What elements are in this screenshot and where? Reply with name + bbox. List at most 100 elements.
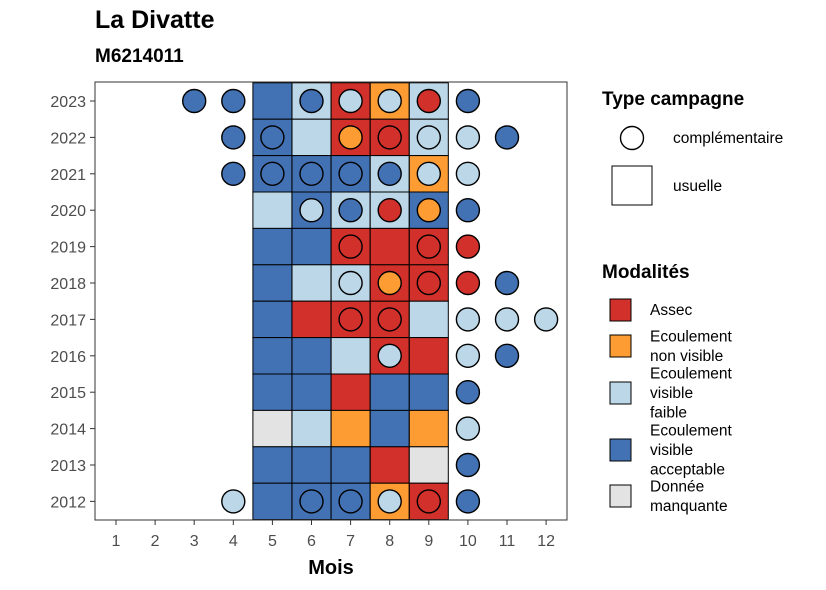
x-tick-label-10: 10 bbox=[459, 533, 477, 550]
tile-2013-9 bbox=[408, 446, 449, 484]
x-tick-label-2: 2 bbox=[151, 533, 160, 550]
legend-label-3-0: Ecoulement bbox=[650, 423, 733, 440]
point-2022-8 bbox=[377, 125, 402, 150]
axes: 1 2 3 4 5 6 7 8 9 10 11 122012201320142015201620172… bbox=[50, 94, 555, 550]
tile-2014-5 bbox=[252, 409, 293, 448]
tile-2014-9 bbox=[408, 409, 449, 448]
point-2021-4 bbox=[221, 161, 246, 187]
legend-label-3-2: acceptable bbox=[650, 462, 725, 479]
point-2020-7 bbox=[338, 197, 363, 223]
point-2020-9 bbox=[416, 197, 441, 223]
point-2023-4 bbox=[221, 88, 246, 114]
x-tick-label-3: 3 bbox=[190, 533, 199, 550]
point-2019-7 bbox=[338, 234, 363, 259]
tile-2014-7 bbox=[330, 409, 371, 448]
point-2018-9 bbox=[416, 270, 441, 296]
legend-label-complementaire: complémentaire bbox=[673, 130, 783, 147]
legend-label-1-1: non visible bbox=[650, 348, 723, 365]
legend-campagne-title: Type campagne bbox=[602, 89, 744, 110]
point-2020-6 bbox=[299, 197, 324, 223]
y-tick-label-2020: 2020 bbox=[50, 203, 86, 220]
x-tick-label-9: 9 bbox=[424, 533, 433, 550]
y-tick-label-2012: 2012 bbox=[50, 494, 86, 511]
point-2021-8 bbox=[377, 161, 402, 187]
y-tick-label-2021: 2021 bbox=[50, 167, 86, 184]
tile-2015-8 bbox=[369, 373, 410, 411]
point-2023-7 bbox=[338, 88, 363, 114]
tile-2018-5 bbox=[252, 264, 293, 302]
x-axis-label: Mois bbox=[308, 557, 354, 579]
point-2018-11 bbox=[494, 270, 520, 296]
y-tick-label-2015: 2015 bbox=[50, 385, 86, 402]
tile-2023-5 bbox=[252, 82, 293, 120]
tile-2012-5 bbox=[252, 482, 293, 521]
point-2022-7 bbox=[338, 125, 363, 150]
tile-2020-5 bbox=[252, 191, 293, 229]
point-2021-5 bbox=[260, 161, 285, 187]
legend-circle-key bbox=[619, 125, 645, 151]
point-2017-7 bbox=[338, 307, 363, 332]
point-2012-9 bbox=[416, 489, 441, 514]
point-2020-8 bbox=[377, 197, 402, 223]
point-2017-12 bbox=[533, 307, 559, 332]
point-2021-6 bbox=[299, 161, 324, 187]
point-2015-10 bbox=[455, 380, 481, 405]
y-tick-label-2018: 2018 bbox=[50, 276, 86, 293]
legend-modalites-title: Modalités bbox=[602, 262, 690, 283]
tile-2022-6 bbox=[291, 118, 332, 157]
legend-label-0-0: Assec bbox=[650, 302, 692, 319]
legend-label-usuelle: usuelle bbox=[673, 178, 722, 195]
y-tick-label-2013: 2013 bbox=[50, 458, 86, 475]
tile-2013-8 bbox=[369, 446, 410, 484]
point-2012-10 bbox=[455, 489, 481, 514]
tile-2014-6 bbox=[291, 409, 332, 448]
y-tick-label-2014: 2014 bbox=[50, 422, 86, 439]
point-2017-10 bbox=[455, 307, 481, 332]
point-2023-3 bbox=[181, 88, 207, 114]
point-2019-9 bbox=[416, 234, 441, 259]
x-tick-label-5: 5 bbox=[268, 533, 277, 550]
tile-2018-6 bbox=[291, 264, 332, 302]
point-2022-5 bbox=[260, 125, 285, 150]
legend-key-0 bbox=[609, 298, 632, 322]
tile-2016-5 bbox=[252, 337, 293, 375]
y-tick-label-2016: 2016 bbox=[50, 349, 86, 366]
point-2022-9 bbox=[416, 125, 441, 150]
point-2023-9 bbox=[416, 88, 441, 114]
point-2014-10 bbox=[455, 416, 481, 441]
point-2017-8 bbox=[377, 307, 402, 332]
point-2022-10 bbox=[455, 125, 481, 150]
point-2016-8 bbox=[377, 343, 402, 368]
x-tick-label-1: 1 bbox=[112, 533, 121, 550]
point-2023-10 bbox=[455, 88, 481, 114]
tile-2013-7 bbox=[330, 446, 371, 484]
tile-2015-9 bbox=[408, 373, 449, 411]
point-2021-10 bbox=[455, 161, 481, 187]
tile-2019-8 bbox=[369, 227, 410, 266]
point-2016-10 bbox=[455, 343, 481, 368]
point-2018-8 bbox=[377, 270, 402, 296]
complementaire-points bbox=[181, 88, 559, 514]
point-2017-11 bbox=[494, 307, 520, 332]
point-2013-10 bbox=[455, 452, 481, 478]
x-tick-label-6: 6 bbox=[307, 533, 316, 550]
legend-key-1 bbox=[609, 334, 632, 358]
legend-label-2-2: faible bbox=[650, 405, 687, 422]
legend-label-4-0: Donnée bbox=[650, 478, 704, 495]
tile-2016-7 bbox=[330, 337, 371, 375]
chart-title: La Divatte bbox=[95, 6, 215, 34]
legend-label-4-1: manquante bbox=[650, 498, 728, 515]
tile-2019-6 bbox=[291, 227, 332, 266]
legend-key-4 bbox=[609, 484, 632, 508]
tile-2013-6 bbox=[291, 446, 332, 484]
tile-2017-5 bbox=[252, 300, 293, 339]
point-2012-6 bbox=[299, 489, 324, 514]
point-2018-7 bbox=[338, 270, 363, 296]
tile-2015-6 bbox=[291, 373, 332, 411]
x-tick-label-4: 4 bbox=[229, 533, 238, 550]
y-tick-label-2022: 2022 bbox=[50, 130, 86, 147]
y-tick-label-2019: 2019 bbox=[50, 240, 86, 257]
point-2018-10 bbox=[455, 270, 481, 296]
point-2012-7 bbox=[338, 489, 363, 514]
legend-key-3 bbox=[609, 438, 632, 462]
